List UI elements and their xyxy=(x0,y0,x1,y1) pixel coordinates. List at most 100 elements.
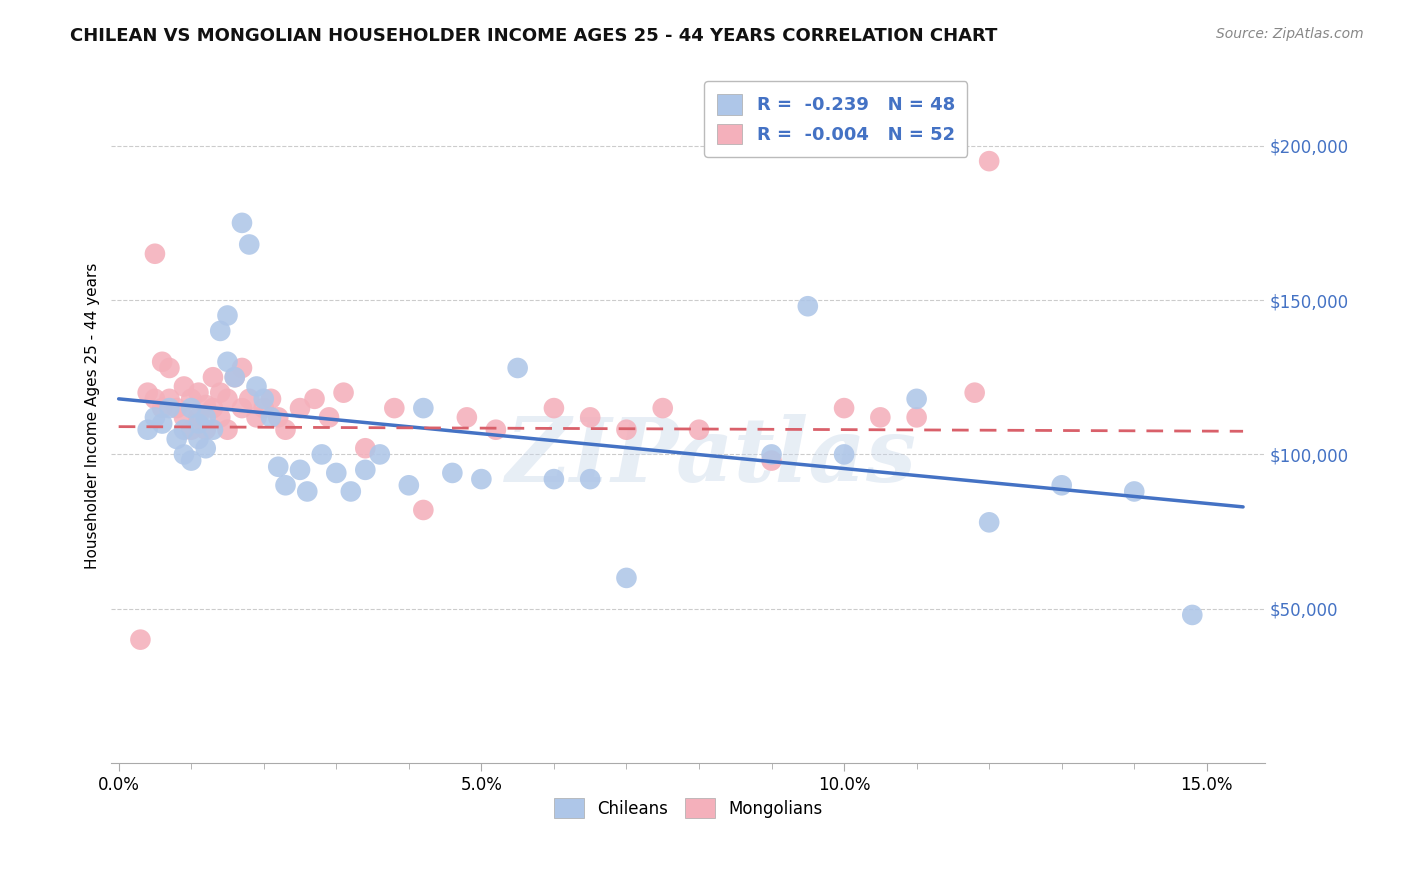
Point xyxy=(173,447,195,461)
Point xyxy=(143,410,166,425)
Point xyxy=(201,370,224,384)
Point xyxy=(869,410,891,425)
Point xyxy=(173,410,195,425)
Point xyxy=(979,516,1001,530)
Point xyxy=(905,392,928,406)
Point xyxy=(470,472,492,486)
Point xyxy=(180,423,202,437)
Point xyxy=(963,385,986,400)
Point xyxy=(194,398,217,412)
Point xyxy=(616,423,638,437)
Point xyxy=(217,423,239,437)
Point xyxy=(217,392,239,406)
Point xyxy=(187,432,209,446)
Point xyxy=(217,309,239,323)
Point xyxy=(187,410,209,425)
Point xyxy=(1181,607,1204,622)
Point xyxy=(543,401,565,416)
Point xyxy=(129,632,152,647)
Point xyxy=(194,442,217,456)
Point xyxy=(441,466,464,480)
Point xyxy=(1050,478,1073,492)
Point xyxy=(231,401,253,416)
Point xyxy=(304,392,326,406)
Point xyxy=(485,423,508,437)
Point xyxy=(209,324,232,338)
Point xyxy=(832,401,855,416)
Point xyxy=(253,401,276,416)
Text: CHILEAN VS MONGOLIAN HOUSEHOLDER INCOME AGES 25 - 44 YEARS CORRELATION CHART: CHILEAN VS MONGOLIAN HOUSEHOLDER INCOME … xyxy=(70,27,998,45)
Point xyxy=(201,401,224,416)
Point xyxy=(354,463,377,477)
Point xyxy=(150,401,173,416)
Point xyxy=(166,401,188,416)
Point xyxy=(245,379,267,393)
Point xyxy=(332,385,354,400)
Point xyxy=(143,392,166,406)
Point xyxy=(231,216,253,230)
Point xyxy=(456,410,478,425)
Point xyxy=(318,410,340,425)
Point xyxy=(506,361,529,376)
Point xyxy=(159,392,181,406)
Point xyxy=(253,392,276,406)
Point xyxy=(354,442,377,456)
Point xyxy=(761,447,783,461)
Point xyxy=(274,478,297,492)
Point xyxy=(238,392,260,406)
Point xyxy=(288,401,311,416)
Point xyxy=(579,472,602,486)
Point xyxy=(187,385,209,400)
Point xyxy=(150,417,173,431)
Point xyxy=(217,355,239,369)
Point xyxy=(209,385,232,400)
Point xyxy=(187,417,209,431)
Point xyxy=(797,299,820,313)
Point xyxy=(224,370,246,384)
Point xyxy=(979,154,1001,169)
Point xyxy=(180,392,202,406)
Point xyxy=(398,478,420,492)
Point xyxy=(166,432,188,446)
Point xyxy=(832,447,855,461)
Point xyxy=(180,453,202,467)
Point xyxy=(368,447,391,461)
Point xyxy=(543,472,565,486)
Point xyxy=(616,571,638,585)
Point xyxy=(159,401,181,416)
Point xyxy=(173,379,195,393)
Point xyxy=(412,503,434,517)
Point xyxy=(382,401,405,416)
Point xyxy=(905,410,928,425)
Point xyxy=(267,459,290,474)
Point xyxy=(201,423,224,437)
Point xyxy=(274,423,297,437)
Point xyxy=(311,447,333,461)
Point xyxy=(297,484,319,499)
Point xyxy=(224,370,246,384)
Point xyxy=(651,401,673,416)
Point xyxy=(260,410,283,425)
Point xyxy=(209,410,232,425)
Point xyxy=(245,410,267,425)
Point xyxy=(1123,484,1146,499)
Text: ZIPatlas: ZIPatlas xyxy=(506,414,917,500)
Point xyxy=(238,237,260,252)
Point xyxy=(143,246,166,260)
Point xyxy=(288,463,311,477)
Point xyxy=(325,466,347,480)
Text: Source: ZipAtlas.com: Source: ZipAtlas.com xyxy=(1216,27,1364,41)
Point xyxy=(579,410,602,425)
Point xyxy=(194,423,217,437)
Point xyxy=(136,385,159,400)
Point xyxy=(340,484,363,499)
Point xyxy=(688,423,710,437)
Point xyxy=(180,401,202,416)
Point xyxy=(761,453,783,467)
Point xyxy=(267,410,290,425)
Point xyxy=(150,355,173,369)
Point xyxy=(136,423,159,437)
Point xyxy=(260,392,283,406)
Point xyxy=(231,361,253,376)
Point xyxy=(159,361,181,376)
